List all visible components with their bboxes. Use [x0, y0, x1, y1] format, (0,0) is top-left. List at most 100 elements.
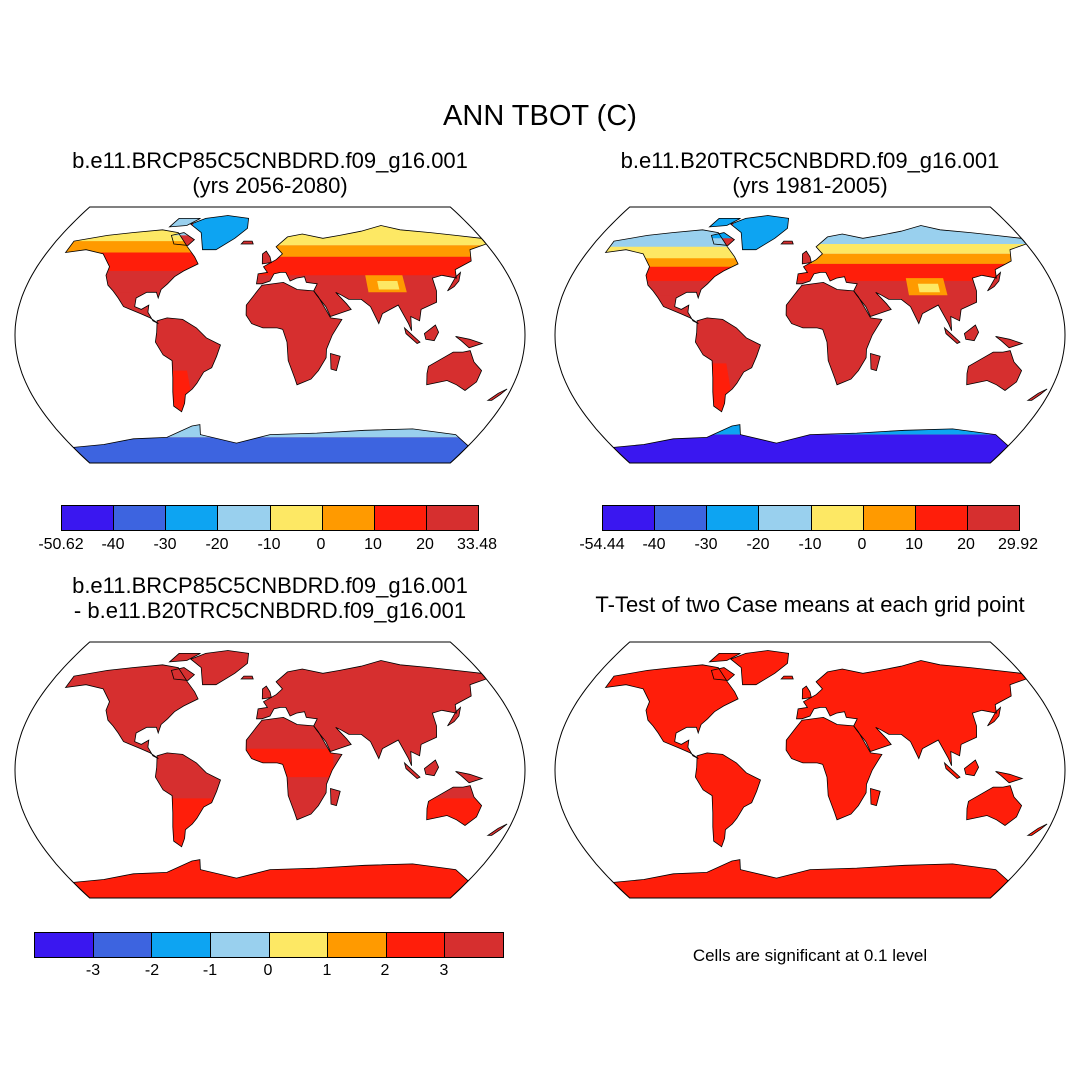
coastline	[796, 225, 1027, 331]
colorbar-swatch	[655, 506, 708, 530]
coastline	[447, 706, 462, 727]
temperature-band	[257, 245, 487, 257]
coastline	[1026, 388, 1048, 401]
coastline	[694, 752, 761, 848]
coastline	[240, 675, 254, 680]
colorbar-swatch	[35, 933, 94, 957]
panel1-title-line1: b.e11.BRCP85C5CNBDRD.f09_g16.001	[72, 148, 468, 173]
coastline	[796, 660, 1027, 766]
panel1-title: b.e11.BRCP85C5CNBDRD.f09_g16.001 (yrs 20…	[20, 148, 520, 198]
colorbar-future	[61, 505, 479, 531]
cbar2-tick: -40	[642, 536, 666, 553]
coastline	[870, 787, 881, 807]
coastline	[966, 350, 1023, 391]
colorbar-swatch	[445, 933, 503, 957]
land-uk	[802, 686, 812, 699]
map-border	[14, 206, 526, 464]
panel2-title-line2: (yrs 1981-2005)	[732, 173, 888, 198]
land-madagascar	[330, 353, 341, 371]
coastline	[64, 229, 199, 324]
cbar3-tick: 0	[263, 962, 273, 979]
land-samerica	[155, 317, 221, 412]
colorbar-swatch	[915, 506, 968, 530]
coastline	[963, 324, 980, 342]
land-madagascar	[870, 788, 881, 806]
cbar2-tick: -10	[798, 536, 822, 553]
coastline	[710, 232, 736, 246]
coastline	[1026, 823, 1048, 836]
land-newguinea	[455, 771, 483, 783]
colorbar-swatch	[863, 506, 916, 530]
panel2-title: b.e11.B20TRC5CNBDRD.f09_g16.001 (yrs 198…	[560, 148, 1060, 198]
panel3-title: b.e11.BRCP85C5CNBDRD.f09_g16.001 - b.e11…	[20, 573, 520, 623]
coastline	[154, 317, 221, 413]
map-border	[14, 641, 526, 899]
coastline	[963, 759, 980, 777]
cbar2-tick: -20	[746, 536, 770, 553]
land-borneo	[964, 760, 979, 776]
coastline	[943, 761, 961, 779]
coastline	[261, 250, 272, 265]
panel3-title-line1: b.e11.BRCP85C5CNBDRD.f09_g16.001	[72, 573, 468, 598]
coastline	[256, 660, 487, 766]
coastline	[261, 685, 272, 700]
coastline	[729, 650, 790, 686]
cbar2-tick: -30	[694, 536, 718, 553]
coastline	[455, 771, 484, 784]
cbar1-tick: -20	[205, 536, 229, 553]
colorbar-swatch	[603, 506, 656, 530]
map-border	[554, 641, 1066, 899]
colorbar-swatch	[269, 933, 329, 957]
coastline	[604, 229, 739, 324]
cbar2-tick: 20	[957, 536, 975, 553]
coastline	[612, 424, 1009, 463]
cbar1-tick: 0	[316, 536, 326, 553]
coastline	[710, 667, 736, 681]
cbar3-tick: -2	[144, 962, 160, 979]
colorbar-swatch	[166, 506, 219, 530]
colorbar-swatch	[707, 506, 760, 530]
coastline	[987, 271, 1002, 292]
coastline	[330, 787, 341, 807]
land-greenland	[190, 650, 249, 685]
coastline	[708, 218, 741, 228]
cbar1-tick: -30	[153, 536, 177, 553]
temperature-band	[73, 437, 469, 463]
cbar3-tick: -3	[85, 962, 101, 979]
coastline	[154, 752, 221, 848]
coastline	[486, 823, 508, 836]
colorbar-swatch	[386, 933, 446, 957]
colorbar-swatch	[152, 933, 211, 957]
cbar3-tick: -1	[202, 962, 218, 979]
land-antarctica	[613, 859, 1009, 898]
land-uk	[802, 251, 812, 264]
coastline	[966, 785, 1023, 826]
colorbar-swatch	[811, 506, 864, 530]
colorbar-swatch	[270, 506, 323, 530]
land-eurasia	[256, 660, 487, 766]
coastline	[423, 759, 440, 777]
colorbar-swatch	[426, 506, 478, 530]
coastline	[170, 232, 196, 246]
colorbar-swatch	[114, 506, 167, 530]
land-uk	[262, 686, 272, 699]
land-greenland	[730, 650, 789, 685]
land-borneo	[424, 760, 439, 776]
cbar3-tick: 3	[439, 962, 449, 979]
coastline	[785, 281, 883, 386]
coastline	[245, 716, 343, 821]
coastline	[64, 664, 199, 759]
coastline	[729, 215, 790, 251]
panel1-title-line2: (yrs 2056-2080)	[192, 173, 348, 198]
coastline	[240, 240, 254, 245]
map-panel-ttest	[554, 641, 1066, 899]
coastline	[168, 653, 201, 663]
coastline	[486, 388, 508, 401]
cbar1-tick: -10	[257, 536, 281, 553]
colorbar-swatch	[374, 506, 427, 530]
land-borneo	[964, 325, 979, 341]
temperature-band	[377, 281, 400, 290]
cbar1-tick: -40	[101, 536, 125, 553]
coastline	[426, 350, 483, 391]
coastline	[780, 675, 794, 680]
